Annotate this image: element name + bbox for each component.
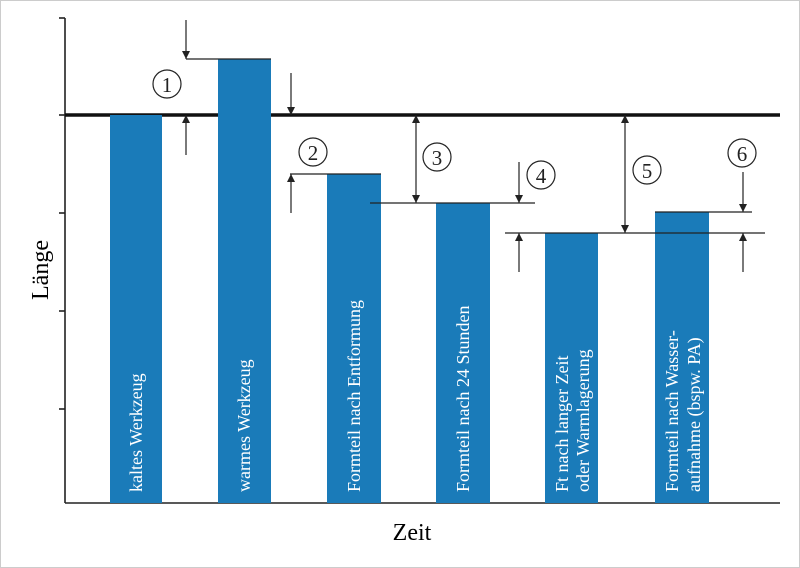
bar-label: Formteil nach Entformung <box>344 300 364 492</box>
marker: 6 <box>737 142 748 166</box>
marker: 3 <box>432 146 443 170</box>
bars <box>110 59 709 503</box>
x-label: Zeit <box>393 520 432 546</box>
bar-label: Formteil nach 24 Stunden <box>453 306 473 492</box>
bar <box>545 233 598 503</box>
marker: 4 <box>536 164 547 188</box>
marker: 2 <box>308 141 319 165</box>
bar <box>327 174 381 503</box>
bar-label: oder Warmlagerung <box>573 349 593 492</box>
bar-label: aufnahme (bspw. PA) <box>684 337 705 492</box>
bar-label: kaltes Werkzeug <box>126 373 146 492</box>
marker-circles <box>152 69 757 190</box>
marker: 1 <box>162 73 173 97</box>
bar <box>218 59 271 503</box>
marker: 5 <box>642 159 653 183</box>
bar <box>110 115 162 503</box>
bar-label: warmes Werkzeug <box>234 359 254 492</box>
dimensions <box>182 20 765 272</box>
bar <box>436 203 490 503</box>
bar <box>655 212 709 503</box>
bar-label: Formteil nach Wasser- <box>662 330 682 492</box>
bar-label: Ft nach langer Zeit <box>552 356 572 492</box>
y-label: Länge <box>28 240 54 300</box>
